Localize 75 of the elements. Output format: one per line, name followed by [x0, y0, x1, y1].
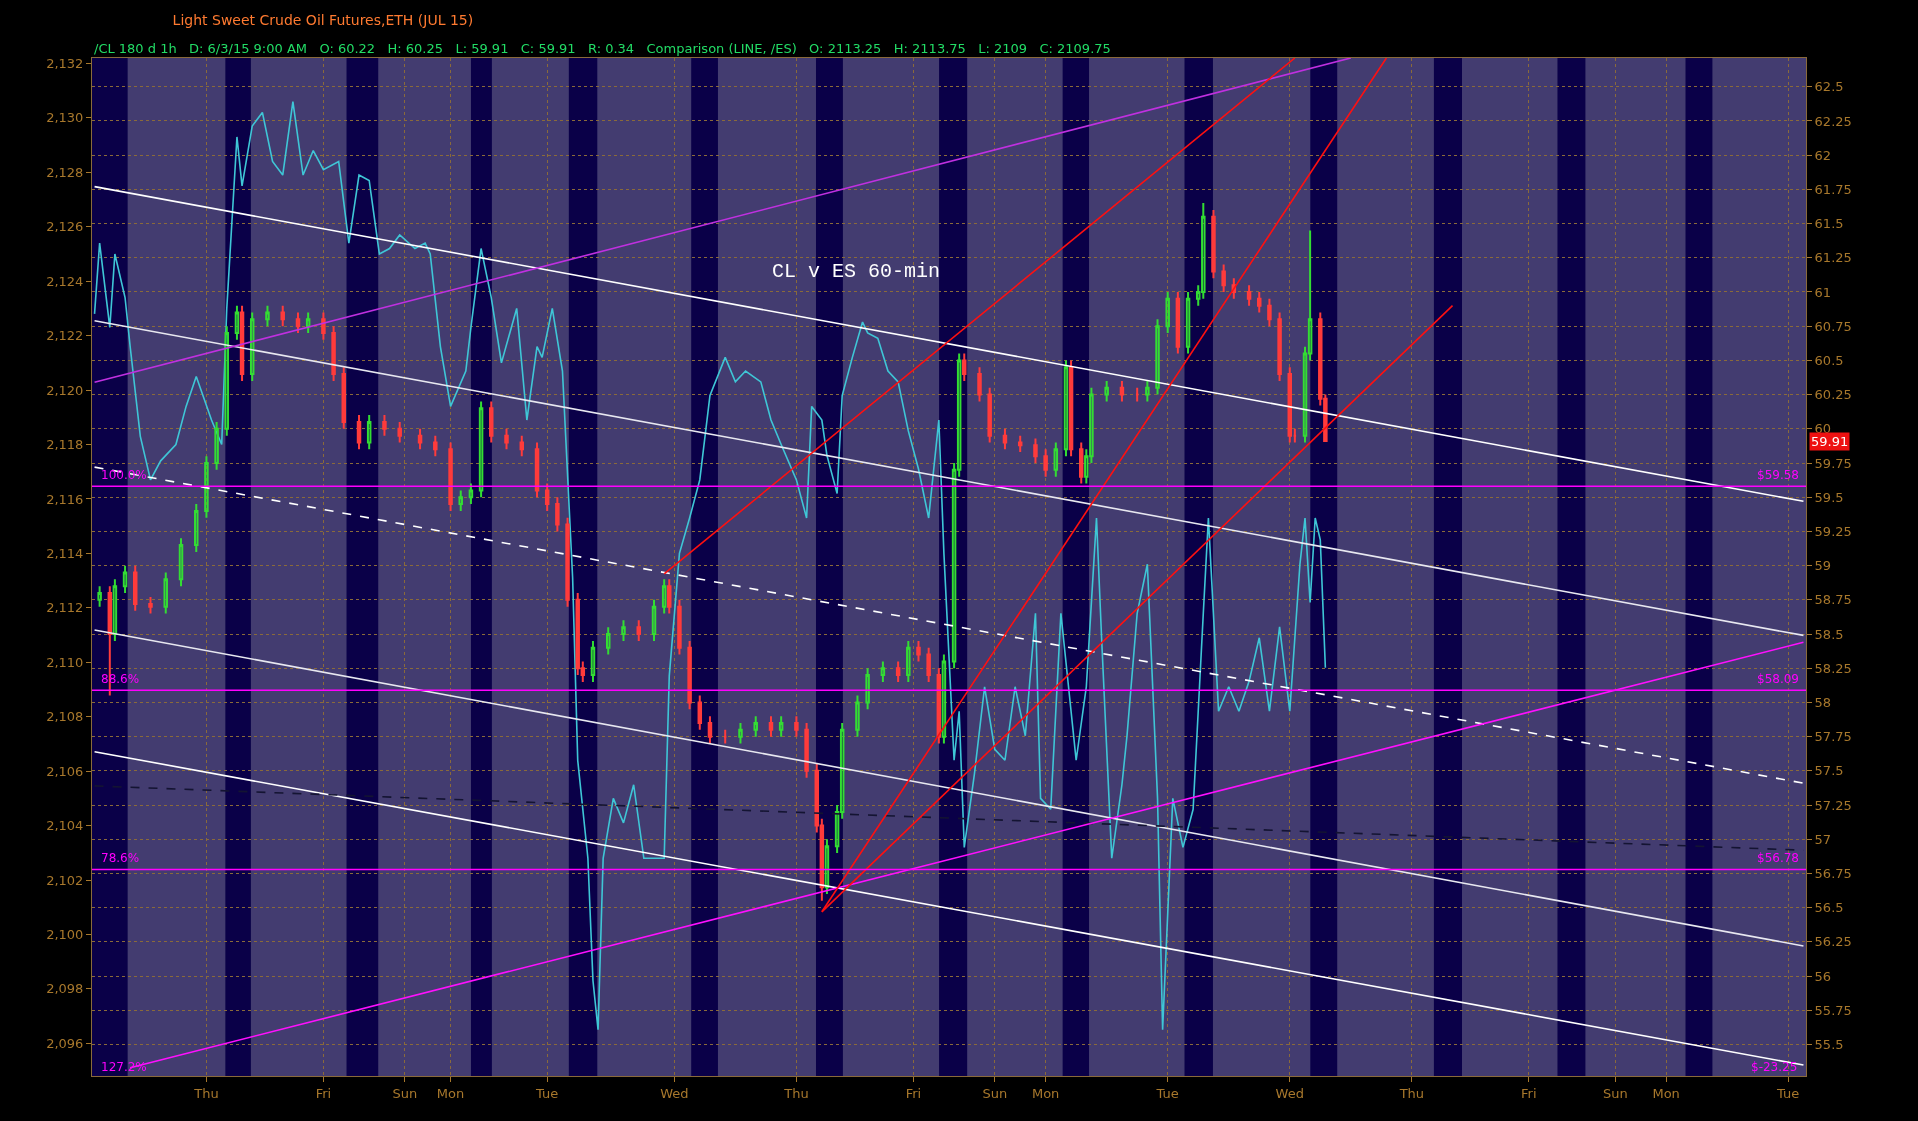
ref-line-label: $58.09: [1757, 672, 1799, 686]
annotation: 78.6%: [101, 851, 140, 865]
y2-tick-label: 2,126: [46, 219, 84, 235]
y-tick-label: 55.5: [1814, 1037, 1844, 1053]
y-tick-label: 57.75: [1814, 729, 1852, 745]
x-tick-label: Wed: [1275, 1085, 1304, 1101]
x-tick-label: Fri: [1521, 1085, 1537, 1101]
annotation: 127.2%: [101, 1060, 147, 1074]
x-tick-label: Thu: [783, 1085, 809, 1101]
x-tick-label: Mon: [1652, 1085, 1680, 1101]
chart-title: Light Sweet Crude Oil Futures,ETH (JUL 15): [172, 12, 474, 29]
x-tick-label: Thu: [1398, 1085, 1425, 1101]
y-tick-label: 55.75: [1814, 1002, 1852, 1018]
y2-tick-label: 2,132: [46, 55, 84, 71]
y-tick-label: 62.25: [1814, 113, 1852, 129]
ref-line-label: $56.78: [1757, 851, 1799, 865]
y-tick-label: 59.25: [1814, 523, 1852, 539]
y-tick-label: 61.75: [1814, 181, 1852, 197]
y2-tick-label: 2,106: [46, 763, 84, 779]
y2-tick-label: 2,096: [46, 1035, 84, 1051]
y2-tick-label: 2,114: [46, 545, 84, 561]
x-tick-label: Sun: [392, 1085, 418, 1101]
y2-tick-label: 2,104: [46, 818, 84, 834]
y2-tick-label: 2,108: [46, 709, 84, 725]
y-tick-label: 58.25: [1814, 660, 1852, 676]
y-tick-label: 56: [1814, 968, 1832, 984]
annotation: $-23.25: [1751, 1060, 1798, 1074]
y-tick-label: 62.5: [1814, 79, 1844, 95]
y2-tick-label: 2,124: [46, 273, 84, 289]
x-tick-label: Sun: [982, 1085, 1008, 1101]
x-tick-label: Tue: [535, 1085, 559, 1101]
y2-tick-label: 2,100: [46, 927, 84, 943]
y2-tick-label: 2,116: [46, 491, 84, 507]
y2-tick-label: 2,128: [46, 164, 84, 180]
y-tick-label: 57.5: [1814, 763, 1844, 779]
x-tick-label: Sun: [1602, 1085, 1628, 1101]
x-tick-label: Wed: [660, 1085, 689, 1101]
ref-line-label: $59.58: [1757, 468, 1799, 482]
x-tick-label: Tue: [1155, 1085, 1179, 1101]
y-tick-label: 60.5: [1814, 352, 1844, 368]
y-tick-label: 58: [1814, 695, 1832, 711]
y2-tick-label: 2,130: [46, 110, 84, 126]
y2-tick-label: 2,110: [46, 654, 84, 670]
y-tick-label: 59.75: [1814, 455, 1852, 471]
y-tick-label: 59.5: [1814, 489, 1844, 505]
y-tick-label: 62: [1814, 147, 1832, 163]
annotation: 100.0%: [101, 468, 147, 482]
x-tick-label: Fri: [315, 1085, 332, 1101]
x-tick-label: Fri: [905, 1085, 922, 1101]
y-tick-label: 57: [1814, 831, 1832, 847]
y-tick-label: 56.25: [1814, 934, 1852, 950]
x-tick-label: Mon: [1031, 1085, 1060, 1101]
annotation: CL v ES 60-min: [772, 260, 941, 283]
y-tick-label: 57.25: [1814, 797, 1852, 813]
y-tick-label: 58.5: [1814, 626, 1844, 642]
x-tick-label: Mon: [436, 1085, 465, 1101]
y2-tick-label: 2,122: [46, 328, 84, 344]
y-tick-label: 59: [1814, 558, 1832, 574]
y-tick-label: 61.5: [1814, 216, 1844, 232]
y2-tick-label: 2,120: [46, 382, 84, 398]
y-tick-label: 61: [1814, 284, 1832, 300]
chart-subtitle: /CL 180 d 1h D: 6/3/15 9:00 AM O: 60.22 H: 60.25 L: 59.91 C: 59.91 R: 0.34 Comparison (LINE, /ES) O: 2113.25 H: 2113.75 L: 2109 C: 2109.75: [94, 41, 1111, 56]
y-tick-label: 60.75: [1814, 318, 1852, 334]
y2-tick-label: 2,098: [46, 981, 84, 997]
x-tick-label: Tue: [1776, 1085, 1800, 1101]
y-tick-label: 60.25: [1814, 387, 1852, 403]
text: 59.91: [1811, 434, 1849, 449]
y-tick-label: 56.5: [1814, 900, 1844, 916]
y2-tick-label: 2,118: [46, 437, 84, 453]
y-tick-label: 61.25: [1814, 250, 1852, 266]
y2-tick-label: 2,112: [46, 600, 84, 616]
y-tick-label: 56.75: [1814, 866, 1852, 882]
y-tick-label: 58.75: [1814, 592, 1852, 608]
y2-tick-label: 2,102: [46, 872, 84, 888]
x-tick-label: Thu: [193, 1085, 219, 1101]
